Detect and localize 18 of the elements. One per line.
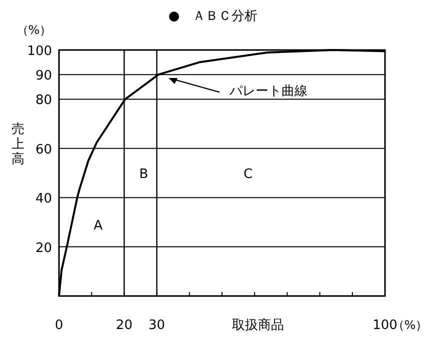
y-tick-label: 20 xyxy=(35,240,52,256)
chart-title: ● ＡＢＣ分析 xyxy=(168,9,258,24)
annotation: パレート曲線 xyxy=(228,84,308,100)
y-axis-title: 売上高 xyxy=(12,122,24,167)
x-tick-label: 100 xyxy=(372,318,398,333)
text: （%） xyxy=(16,23,52,37)
x-axis-title: 取扱商品 xyxy=(232,318,284,333)
x-tick-label: 20 xyxy=(116,318,132,333)
y-tick-label: 40 xyxy=(35,192,52,207)
y-tick-label: 80 xyxy=(35,93,52,108)
x-tick-label: 30 xyxy=(148,318,166,333)
y-tick-label: 100 xyxy=(27,44,52,59)
y-tick-label: 60 xyxy=(35,142,52,158)
annotation: A xyxy=(94,218,103,234)
x-tick-label: 0 xyxy=(54,318,64,333)
annotation: C xyxy=(244,167,253,182)
annotation: B xyxy=(139,167,148,182)
y-tick-label: 90 xyxy=(35,68,52,84)
